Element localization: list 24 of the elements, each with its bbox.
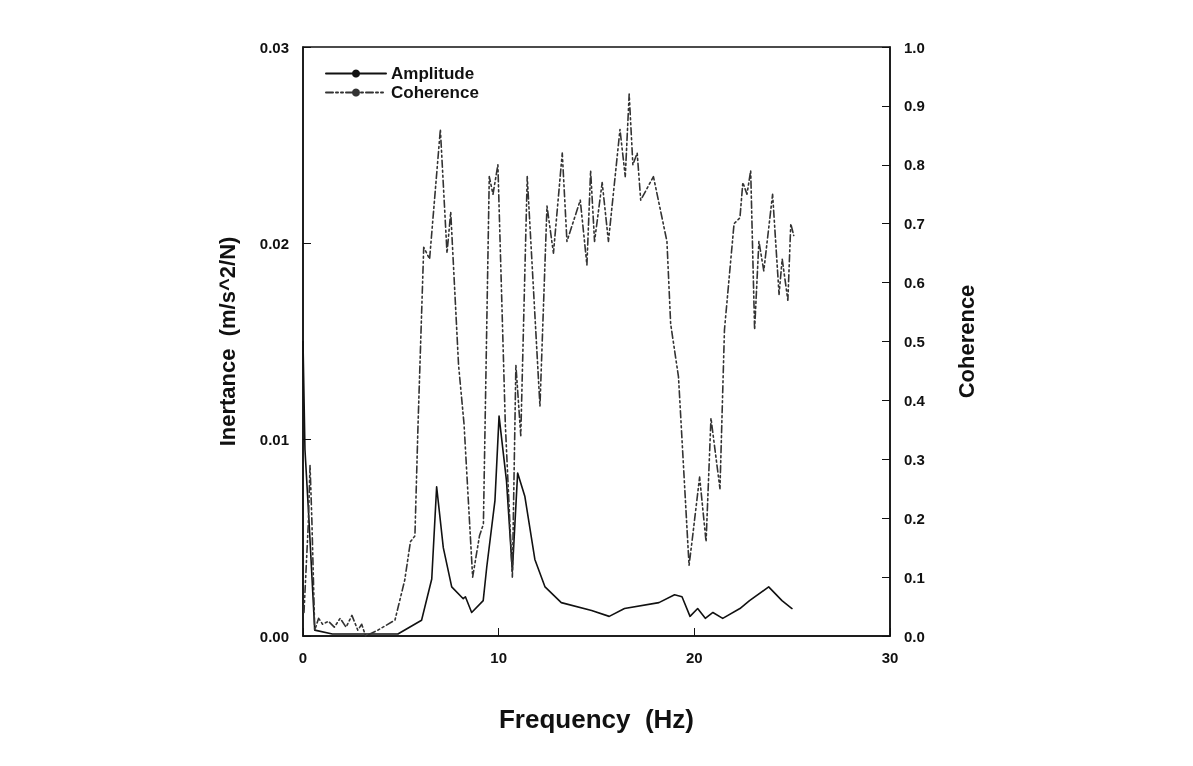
legend-label: Amplitude [391, 64, 475, 83]
y-tick-label: 0.02 [259, 234, 289, 252]
x-tick-label: 30 [881, 649, 899, 666]
y-tick-label: 0.01 [259, 431, 289, 449]
legend-label: Coherence [391, 83, 479, 102]
y2-axis-title: Coherence [953, 284, 979, 399]
y-tick-label: 0.00 [259, 627, 289, 645]
y2-tick-label: 0.6 [904, 274, 925, 292]
y2-tick-label: 0.0 [904, 627, 925, 645]
x-tick-label: 0 [298, 649, 308, 666]
y2-tick-label: 0.8 [904, 156, 925, 174]
x-tick-label: 20 [685, 649, 703, 666]
y2-tick-label: 0.7 [904, 215, 925, 233]
y2-tick-label: 0.3 [904, 450, 925, 468]
y-tick-label: 0.03 [259, 38, 289, 56]
x-axis-title: Frequency (Hz) [498, 704, 695, 734]
y-axis-title: Inertance (m/s^2/N) [214, 236, 240, 447]
x-tick-label: 10 [490, 649, 508, 666]
y2-tick-label: 1.0 [904, 38, 925, 56]
y2-tick-label: 0.1 [904, 568, 925, 586]
y2-tick-label: 0.2 [904, 509, 925, 527]
y2-tick-label: 0.9 [904, 97, 925, 115]
y2-tick-label: 0.4 [904, 391, 926, 409]
y2-tick-label: 0.5 [904, 333, 925, 350]
